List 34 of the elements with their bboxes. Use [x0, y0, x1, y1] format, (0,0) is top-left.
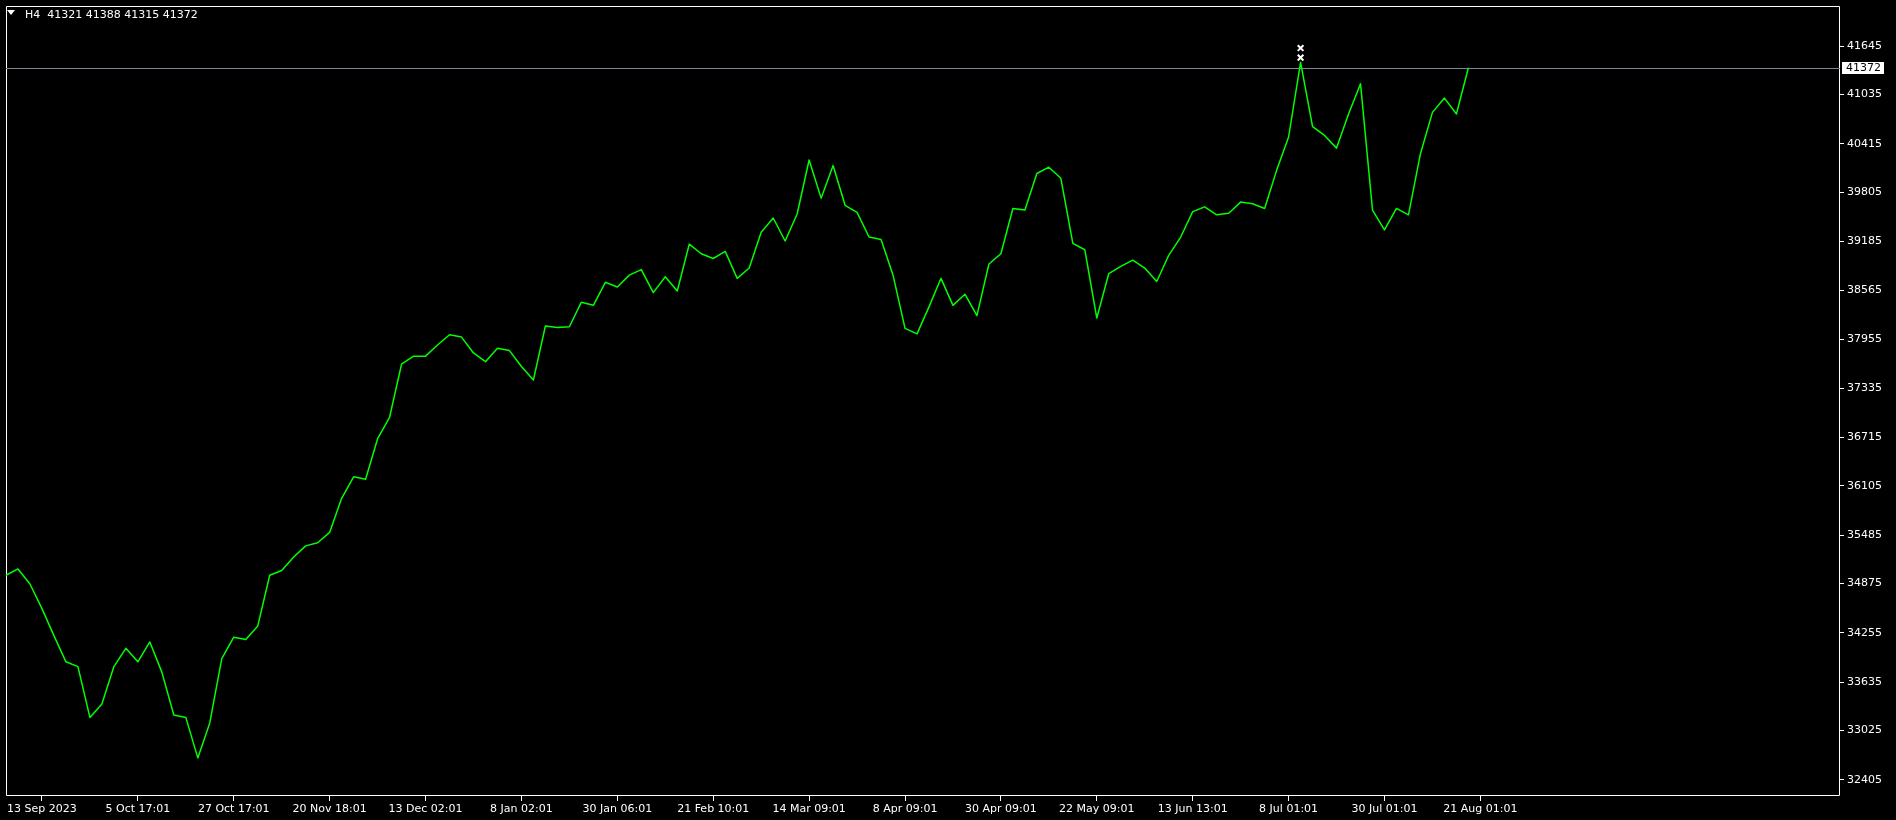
- x-tick-label: 8 Jul 01:01: [1259, 802, 1319, 816]
- x-tick-label: 30 Jul 01:01: [1351, 802, 1418, 816]
- y-tick-label: 37335: [1847, 381, 1882, 395]
- ref-line-label: 41372: [1846, 61, 1881, 75]
- y-tick-label: 33635: [1847, 674, 1882, 688]
- y-tick-label: 34875: [1847, 576, 1882, 590]
- y-tick-label: 35485: [1847, 528, 1882, 542]
- y-tick-label: 36105: [1847, 478, 1882, 492]
- y-tick-label: 41035: [1847, 87, 1882, 101]
- x-tick-label: 8 Apr 09:01: [872, 802, 938, 816]
- y-tick-label: 34255: [1847, 625, 1882, 639]
- y-tick-label: 39185: [1847, 234, 1882, 248]
- x-tick-label: 13 Sep 2023: [7, 802, 77, 816]
- x-tick-label: 20 Nov 18:01: [292, 802, 367, 816]
- x-tick-label: 5 Oct 17:01: [105, 802, 171, 816]
- x-tick-label: 21 Feb 10:01: [677, 802, 750, 816]
- x-tick-label: 27 Oct 17:01: [197, 802, 270, 816]
- x-tick-label: 22 May 09:01: [1059, 802, 1135, 816]
- x-tick-label: 13 Jun 13:01: [1157, 802, 1228, 816]
- chart-title: H4 41321 41388 41315 41372: [25, 8, 198, 22]
- x-tick-label: 21 Aug 01:01: [1443, 802, 1518, 816]
- y-tick-label: 32405: [1847, 772, 1882, 786]
- y-tick-label: 36715: [1847, 430, 1882, 444]
- y-tick-label: 39805: [1847, 185, 1882, 199]
- y-tick-label: 40415: [1847, 136, 1882, 150]
- x-tick-label: 8 Jan 02:01: [490, 802, 553, 816]
- y-tick-label: 38565: [1847, 283, 1882, 297]
- y-tick-label: 33025: [1847, 723, 1882, 737]
- x-tick-label: 30 Apr 09:01: [965, 802, 1037, 816]
- y-tick-label: 41645: [1847, 38, 1882, 52]
- x-tick-label: 30 Jan 06:01: [582, 802, 653, 816]
- y-tick-label: 37955: [1847, 331, 1882, 345]
- x-tick-label: 13 Dec 02:01: [388, 802, 463, 816]
- x-tick-label: 14 Mar 09:01: [772, 802, 846, 816]
